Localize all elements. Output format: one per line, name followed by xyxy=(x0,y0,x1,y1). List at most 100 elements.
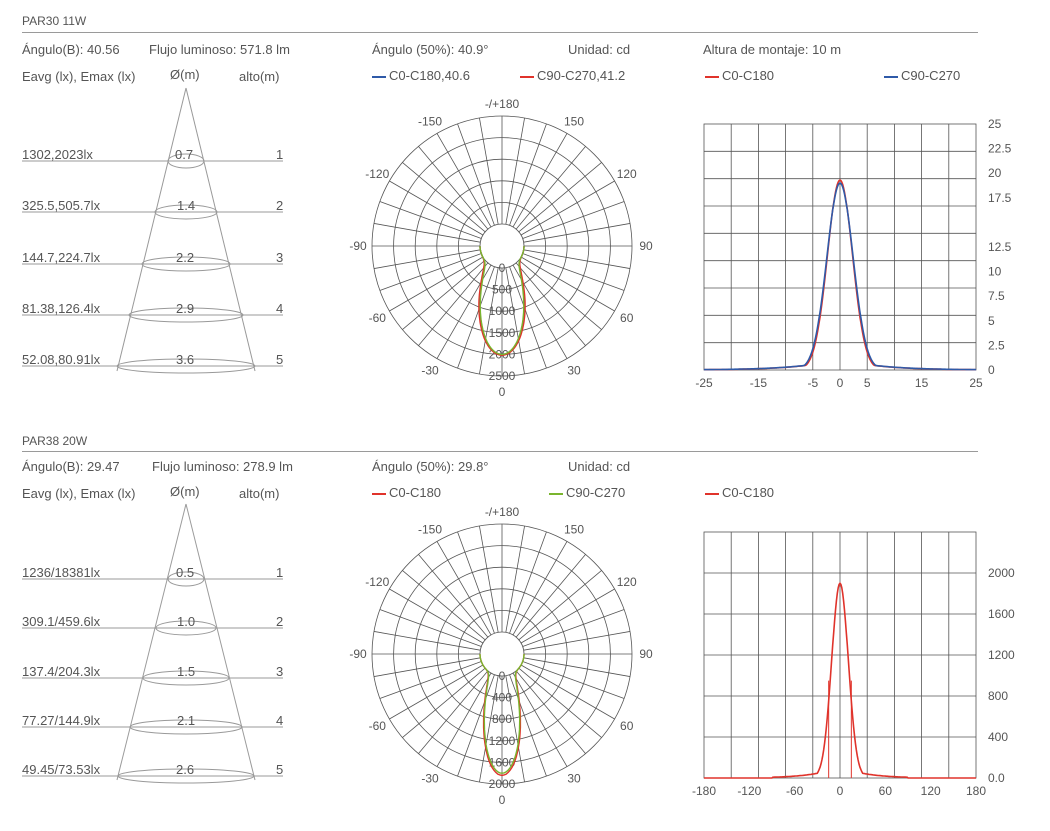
height-header: alto(m) xyxy=(239,69,280,84)
legend-swatch xyxy=(549,492,563,495)
polar-grid-spoke xyxy=(402,667,486,738)
title-rule xyxy=(22,32,978,33)
polar-angle-label: 120 xyxy=(617,575,637,589)
polar-radial-label: 2500 xyxy=(489,369,516,383)
polar-grid-spoke xyxy=(515,554,586,638)
legend-label: C0-C180 xyxy=(389,485,442,500)
polar-grid-spoke xyxy=(479,117,499,225)
polar-grid-spoke xyxy=(518,570,602,641)
cone-lux-label: 52.08,80.91lx xyxy=(22,352,101,367)
polar-grid-spoke xyxy=(373,631,481,651)
x-tick-label: 180 xyxy=(966,784,986,798)
polar-grid-spoke xyxy=(505,267,525,375)
legend-label: C0-C180,40.6 xyxy=(389,68,470,83)
polar-grid-spoke xyxy=(379,201,482,239)
cone-diameter-label: 2.9 xyxy=(176,301,195,316)
beam-angle-label: Ángulo(B): 40.56 xyxy=(22,42,120,57)
y-tick-label: 7.5 xyxy=(988,289,1005,303)
polar-grid-spoke xyxy=(509,674,547,777)
polar-angle-label: -150 xyxy=(418,522,442,536)
y-tick-label: 22.5 xyxy=(988,142,1012,156)
cone-lux-label: 1236/18381lx xyxy=(22,565,101,580)
polar-grid-spoke xyxy=(418,146,489,230)
polar-grid-spoke xyxy=(505,117,525,225)
polar-angle-label: -90 xyxy=(349,647,367,661)
polar-radial-label: 1200 xyxy=(489,734,516,748)
polar-grid-spoke xyxy=(402,162,486,233)
panel-title: PAR38 20W xyxy=(22,434,88,448)
polar-grid-spoke xyxy=(479,267,499,375)
cone-height-label: 5 xyxy=(276,352,284,367)
polar-radial-label: 1000 xyxy=(489,304,516,318)
polar-angle-label: -90 xyxy=(349,239,367,253)
legend-swatch xyxy=(372,492,386,495)
polar-grid-spoke xyxy=(373,223,481,243)
polar-angle-label: 60 xyxy=(620,719,634,733)
polar-grid-spoke xyxy=(436,672,492,767)
polar-angle-label: -120 xyxy=(365,167,389,181)
polar-angle-label: -30 xyxy=(421,772,439,786)
legend-swatch xyxy=(884,75,898,78)
polar-grid-spoke xyxy=(523,657,631,677)
polar-legend-item: C0-C180,40.6 xyxy=(372,68,470,83)
polar-radial-label: 400 xyxy=(492,691,512,705)
diameter-header: Ø(m) xyxy=(170,484,200,499)
y-tick-label: 25 xyxy=(988,117,1002,131)
y-tick-label: 400 xyxy=(988,730,1008,744)
polar-grid-spoke xyxy=(520,180,615,236)
cone-lux-label: 309.1/459.6lx xyxy=(22,614,101,629)
polar-grid-spoke xyxy=(389,664,484,720)
x-tick-label: -15 xyxy=(750,376,768,390)
cone-lux-label: 77.27/144.9lx xyxy=(22,713,101,728)
polar-grid-spoke xyxy=(379,253,482,291)
legend-label: C0-C180 xyxy=(722,68,775,83)
polar-grid-spoke xyxy=(512,672,568,767)
polar-angle-label: -30 xyxy=(421,364,439,378)
polar-angle-label: 150 xyxy=(564,522,584,536)
polar-grid-spoke xyxy=(373,657,481,677)
polar-angle-label: -60 xyxy=(369,311,387,325)
polar-grid-spoke xyxy=(479,525,499,633)
x-tick-label: -180 xyxy=(692,784,716,798)
polar-series-line xyxy=(479,654,525,774)
polar-legend-item: C0-C180 xyxy=(372,485,441,500)
cone-diameter-label: 1.0 xyxy=(177,614,196,629)
polar-radial-label: 800 xyxy=(492,712,512,726)
polar-grid-spoke xyxy=(389,256,484,312)
polar-grid-spoke xyxy=(379,661,482,699)
polar-grid-spoke xyxy=(515,262,586,346)
cone-diameter-label: 2.1 xyxy=(177,713,196,728)
polar-grid-spoke xyxy=(505,675,525,783)
polar-grid-spoke xyxy=(402,259,486,330)
cone-height-label: 3 xyxy=(276,664,284,679)
polar-grid-spoke xyxy=(522,253,625,291)
polar-grid-spoke xyxy=(512,541,568,636)
polar-grid-spoke xyxy=(418,670,489,754)
x-tick-label: 25 xyxy=(969,376,983,390)
polar-grid-spoke xyxy=(418,262,489,346)
cone-lux-label: 49.45/73.53lx xyxy=(22,762,101,777)
y-tick-label: 10 xyxy=(988,265,1002,279)
polar-grid-spoke xyxy=(457,674,495,777)
chart-legend-item: C0-C180 xyxy=(705,68,774,83)
polar-angle-label: -/+180 xyxy=(485,97,520,111)
y-tick-label: 20 xyxy=(988,166,1002,180)
panel-title: PAR30 11W xyxy=(22,14,87,28)
polar-angle-label: 30 xyxy=(567,772,581,786)
polar-angle-label: 30 xyxy=(567,364,581,378)
flux-label: Flujo luminoso: 571.8 lm xyxy=(149,42,290,57)
y-tick-label: 2.5 xyxy=(988,338,1005,352)
height-header: alto(m) xyxy=(239,486,280,501)
polar-grid-spoke xyxy=(418,554,489,638)
x-tick-label: -5 xyxy=(807,376,818,390)
flux-label: Flujo luminoso: 278.9 lm xyxy=(152,459,293,474)
cone-lux-label: 137.4/204.3lx xyxy=(22,664,101,679)
polar-grid-spoke xyxy=(389,588,484,644)
polar-grid-spoke xyxy=(457,266,495,369)
polar-grid-spoke xyxy=(523,631,631,651)
cone-height-label: 1 xyxy=(276,565,284,580)
polar-grid-spoke xyxy=(373,249,481,269)
polar-chart: -/+180 -150 150 -120 120 -90 90 -60 60 -30 30 0 0 500… xyxy=(349,97,653,399)
legend-label: C90-C270 xyxy=(566,485,626,500)
